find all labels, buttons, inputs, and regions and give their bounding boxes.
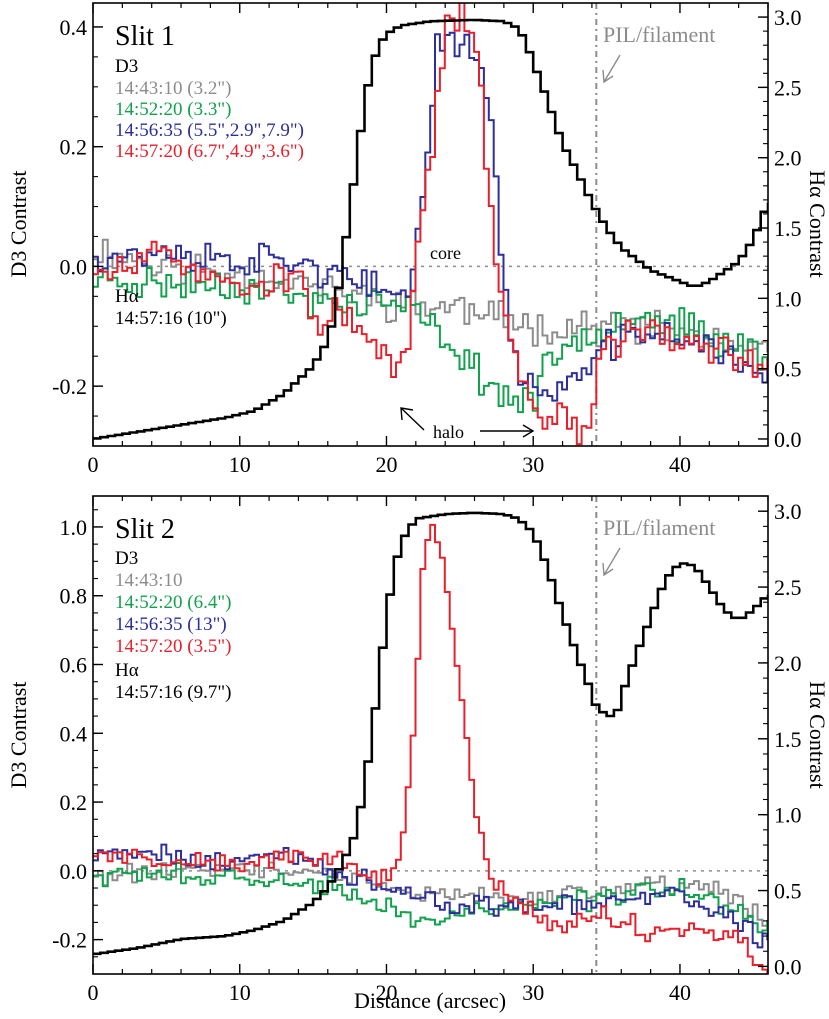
slit-2-pil-arrow (602, 547, 621, 577)
slit-1-d3-legend-header: D3 (115, 56, 138, 77)
slit-2-plot-layer (93, 496, 768, 974)
slit-2-right-tick-label: 1.5 (774, 727, 802, 752)
slit-1-legend-entry-gray: 14:43:10 (3.2") (115, 78, 231, 99)
slit-2-series-red (93, 523, 768, 974)
slit-2-series-gray (93, 861, 768, 927)
slit-2-series-blue (93, 843, 768, 949)
slit-1-x-tick-label: 20 (375, 452, 397, 477)
slit-2-right-axis-title: Hα Contrast (805, 681, 829, 788)
slit-2-right-tick-label: 2.0 (774, 651, 802, 676)
slit-2-legend-entry-gray: 14:43:10 (115, 570, 183, 591)
slit-1-legend-entry-red: 14:57:20 (6.7",4.9",3.6") (115, 141, 304, 162)
slit-1-series-red (93, 3, 768, 446)
panel-slit-1: 0 10 20 30 40 -0.2 0.0 0.2 0.4 0.0 0.5 1.0 1.5 2.0 2.5… (6, 2, 829, 477)
slit-2-series-green (93, 862, 768, 934)
slit-1-right-tick-label: 2.0 (774, 146, 802, 171)
slit-1-right-tick-label: 1.5 (774, 216, 802, 241)
slit-1-series-green (93, 267, 768, 414)
slit-1-legend-entry-green: 14:52:20 (3.3") (115, 99, 231, 120)
slit-2-ha-legend-entry: 14:57:16 (9.7") (115, 682, 231, 703)
slit-2-ticks: 0 10 20 30 40 -0.2 0.0 0.2 0.4 0.6 0.8 1.0 0.0 0.5 1.0… (52, 495, 802, 1005)
slit-2-x-tick-label: 40 (669, 980, 691, 1005)
slit-2-d3-legend-header: D3 (115, 548, 138, 569)
slit-1-right-tick-label: 1.0 (774, 286, 802, 311)
slit-2-right-tick-label: 1.0 (774, 803, 802, 828)
slit-2-right-tick-label: 2.5 (774, 575, 802, 600)
slit-2-left-tick-label: -0.2 (52, 928, 87, 953)
slit-1-right-tick-label: 2.5 (774, 75, 802, 100)
slit-2-pil-label: PIL/filament (603, 515, 715, 540)
slit-1-right-tick-label: 3.0 (774, 5, 802, 30)
slit-2-legend-entry-green: 14:52:20 (6.4") (115, 592, 231, 613)
slit-2-title: Slit 2 (115, 514, 175, 545)
slit-1-x-tick-label: 10 (229, 452, 251, 477)
slit-2-x-tick-label: 30 (522, 980, 544, 1005)
slit-1-halo-arrow-right (480, 424, 535, 438)
slit-2-left-tick-label: 0.8 (60, 584, 88, 609)
slit-1-ticks: 0 10 20 30 40 -0.2 0.0 0.2 0.4 0.0 0.5 1.0 1.5 2.0 2.5… (52, 2, 802, 477)
slit-1-ha-legend-entry: 14:57:16 (10") (115, 308, 227, 329)
slit-1-right-tick-label: 0.5 (774, 357, 802, 382)
x-axis-title: Distance (arcsec) (354, 988, 506, 1013)
slit-2-x-tick-label: 10 (229, 980, 251, 1005)
slit-2-plot-frame (92, 495, 769, 975)
slit-2-left-tick-label: 0.0 (60, 859, 88, 884)
slit-2-right-tick-label: 3.0 (774, 499, 802, 524)
slit-1-x-tick-label: 40 (669, 452, 691, 477)
slit-2-x-tick-label: 0 (88, 980, 99, 1005)
slit-1-x-tick-label: 30 (522, 452, 544, 477)
slit-1-legend-entry-blue: 14:56:35 (5.5",2.9",7.9") (115, 120, 304, 141)
slit-1-plot-frame (92, 2, 769, 447)
slit-1-right-tick-label: 0.0 (774, 427, 802, 452)
panel-slit-2: 0 10 20 30 40 -0.2 0.0 0.2 0.4 0.6 0.8 1.0 0.0 0.5 1.0… (6, 495, 829, 1013)
slit-2-right-tick-label: 0.5 (774, 879, 802, 904)
slit-2-x-tick-label: 20 (375, 980, 397, 1005)
slit-2-left-axis-title: D3 Contrast (6, 682, 31, 789)
slit-1-left-axis-title: D3 Contrast (6, 171, 31, 278)
slit-1-title: Slit 1 (115, 21, 175, 52)
slit-2-series-halpha (93, 511, 768, 956)
slit-1-ha-legend-header: Hα (115, 286, 139, 307)
slit-1-pil-arrow (602, 54, 621, 84)
slit-2-right-tick-label: 0.0 (774, 954, 802, 979)
slit-2-legend-entry-red: 14:57:20 (3.5") (115, 636, 231, 657)
slit-1-series-halpha (93, 18, 768, 440)
slit-1-x-tick-label: 0 (88, 452, 99, 477)
slit-2-left-tick-label: 0.6 (60, 653, 88, 678)
slit-2-left-tick-label: 0.4 (60, 721, 88, 746)
slit-1-halo-label: halo (433, 422, 464, 442)
slit-1-left-tick-label: 0.4 (60, 15, 88, 40)
slit-2-left-tick-label: 0.2 (60, 790, 88, 815)
slit-1-halo-arrow-left (400, 407, 425, 431)
slit-1-plot-layer (93, 3, 768, 446)
slit-2-ha-legend-header: Hα (115, 660, 139, 681)
slit-2-left-tick-label: 1.0 (60, 515, 88, 540)
slit-1-left-tick-label: 0.2 (60, 135, 88, 160)
slit-1-left-tick-label: -0.2 (52, 374, 87, 399)
slit-1-left-tick-label: 0.0 (60, 254, 88, 279)
slit-2-legend-entry-blue: 14:56:35 (13") (115, 614, 227, 635)
slit-1-core-label: core (430, 243, 461, 263)
slit-1-pil-label: PIL/filament (603, 22, 715, 47)
slit-1-right-axis-title: Hα Contrast (805, 170, 829, 277)
